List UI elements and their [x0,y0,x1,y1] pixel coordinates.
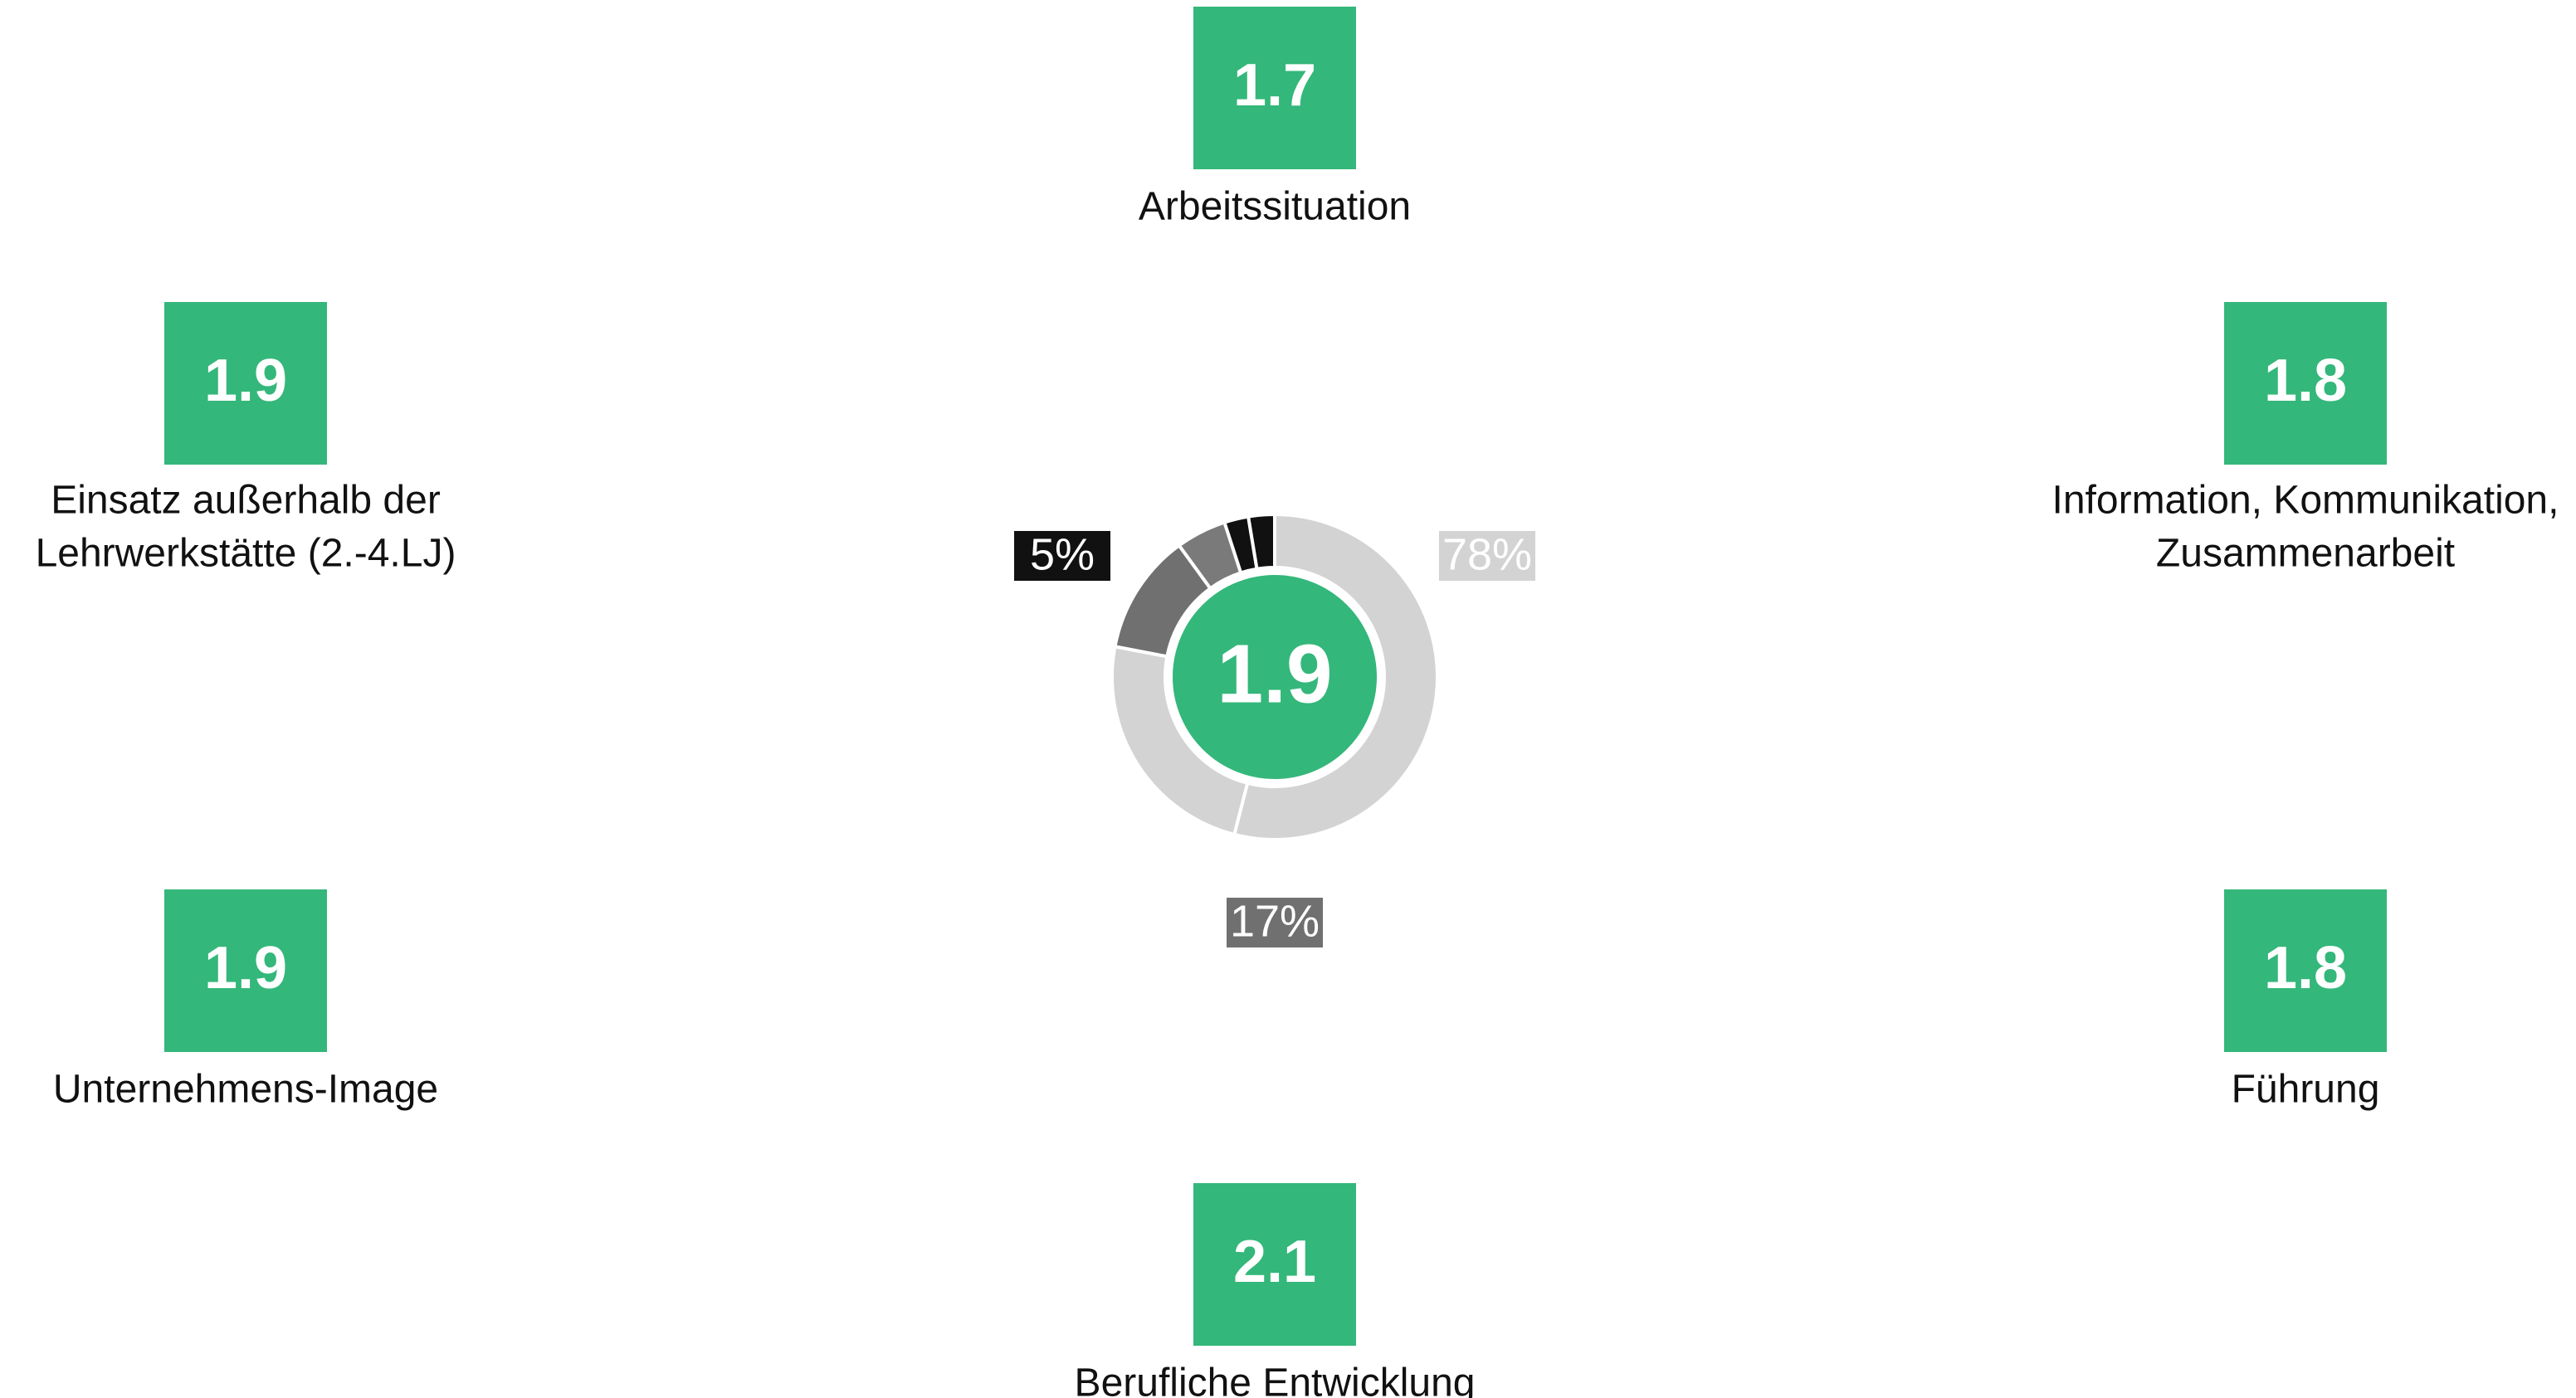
tile-label: Einsatz außerhalb der [51,479,441,523]
score-value: 1.7 [1233,52,1316,119]
score-value: 1.8 [2264,348,2347,414]
tile-label: Unternehmens-Image [53,1068,438,1112]
group-label-box [1227,898,1323,947]
group-label-box [1014,531,1110,581]
score-value: 2.1 [1233,1229,1316,1295]
donut-segment [1110,644,1250,837]
donut-segment [1246,512,1276,572]
tile-label: Information, Kommunikation, [2052,479,2559,523]
score-tile [164,302,327,465]
score-tile [2224,889,2387,1052]
score-tile [1193,7,1356,169]
donut-center [1168,570,1382,784]
score-tile [2224,302,2387,465]
group-label-box [1439,531,1535,581]
tile-label: Zusammenarbeit [2156,532,2455,576]
group-label: 78% [1442,529,1532,579]
tile-label: Lehrwerkstätte (2.-4.LJ) [36,532,456,576]
center-value: 1.9 [1217,627,1332,720]
tile-label: Führung [2232,1068,2380,1112]
score-tile [1193,1183,1356,1346]
group-label: 17% [1230,896,1320,946]
tile-label: Berufliche Entwicklung [1075,1361,1476,1398]
group-label: 5% [1030,529,1095,579]
score-tile [164,889,327,1052]
score-value: 1.9 [204,935,287,1001]
donut-segment [1232,512,1440,841]
tile-label: Arbeitssituation [1139,185,1411,229]
score-value: 1.8 [2264,935,2347,1001]
score-value: 1.9 [204,348,287,414]
